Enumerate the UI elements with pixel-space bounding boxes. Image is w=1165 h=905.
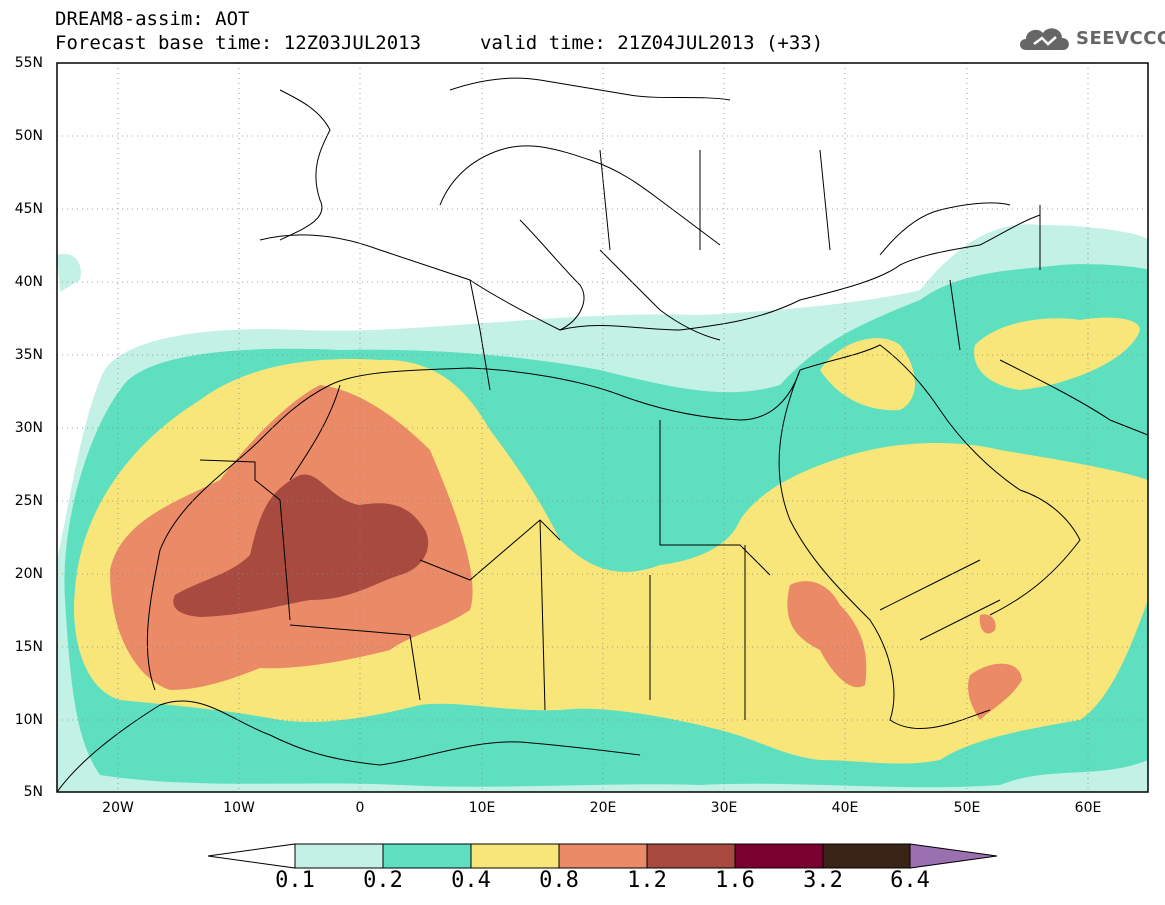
lon-label: 40E [831, 800, 859, 816]
forecast-base-time: Forecast base time: 12Z03JUL2013 [55, 32, 422, 54]
lat-label: 25N [14, 493, 43, 509]
colorbar-swatch-0.2 [382, 843, 472, 869]
lat-label: 30N [14, 420, 43, 436]
colorbar-label: 1.6 [715, 868, 755, 893]
lon-label: 20W [102, 800, 134, 816]
colorbar-swatch-0.1 [294, 843, 384, 869]
colorbar-label: 6.4 [890, 868, 930, 893]
valid-time: valid time: 21Z04JUL2013 (+33) [480, 32, 824, 54]
colorbar-swatch-0.8 [558, 843, 648, 869]
colorbar-label: 3.2 [803, 868, 843, 893]
lat-label: 40N [14, 274, 43, 290]
lat-label: 20N [14, 566, 43, 582]
lon-label: 10E [468, 800, 496, 816]
map-frame [56, 62, 1149, 793]
lon-label: 30E [710, 800, 738, 816]
colorbar-under [207, 843, 296, 869]
aot-band-0.8 [110, 385, 1022, 720]
lat-label: 45N [14, 201, 43, 217]
lon-label: 50E [953, 800, 981, 816]
colorbar-swatch-1.6 [734, 843, 824, 869]
lon-label: 20E [589, 800, 617, 816]
colorbar-label: 0.4 [451, 868, 491, 893]
aot-band-1.2 [173, 474, 429, 617]
cloud-icon [1020, 28, 1069, 50]
coastlines [57, 77, 1148, 792]
colorbar-over [909, 843, 998, 869]
lat-label: 50N [14, 128, 43, 144]
seevccc-logo: SEEVCCC [1016, 22, 1165, 58]
lon-label: 0 [355, 800, 365, 816]
colorbar-swatch-3.2 [822, 843, 911, 869]
map-title: DREAM8-assim: AOT [55, 8, 250, 30]
colorbar-label: 0.2 [363, 868, 403, 893]
lat-label: 5N [23, 784, 43, 800]
colorbar-label: 0.8 [539, 868, 579, 893]
lon-label: 60E [1074, 800, 1102, 816]
map-grid [57, 63, 1148, 792]
colorbar-swatch-0.4 [470, 843, 560, 869]
lat-label: 35N [14, 347, 43, 363]
lat-label: 15N [14, 639, 43, 655]
lon-label: 10W [223, 800, 255, 816]
lat-label: 55N [14, 55, 43, 71]
lat-label: 10N [14, 712, 43, 728]
colorbar-label: 1.2 [627, 868, 667, 893]
borders [199, 149, 1001, 720]
logo-text: SEEVCCC [1076, 28, 1165, 49]
colorbar [207, 843, 998, 869]
colorbar-label: 0.1 [275, 868, 315, 893]
aot-fields [57, 224, 1148, 792]
colorbar-swatch-1.2 [646, 843, 736, 869]
